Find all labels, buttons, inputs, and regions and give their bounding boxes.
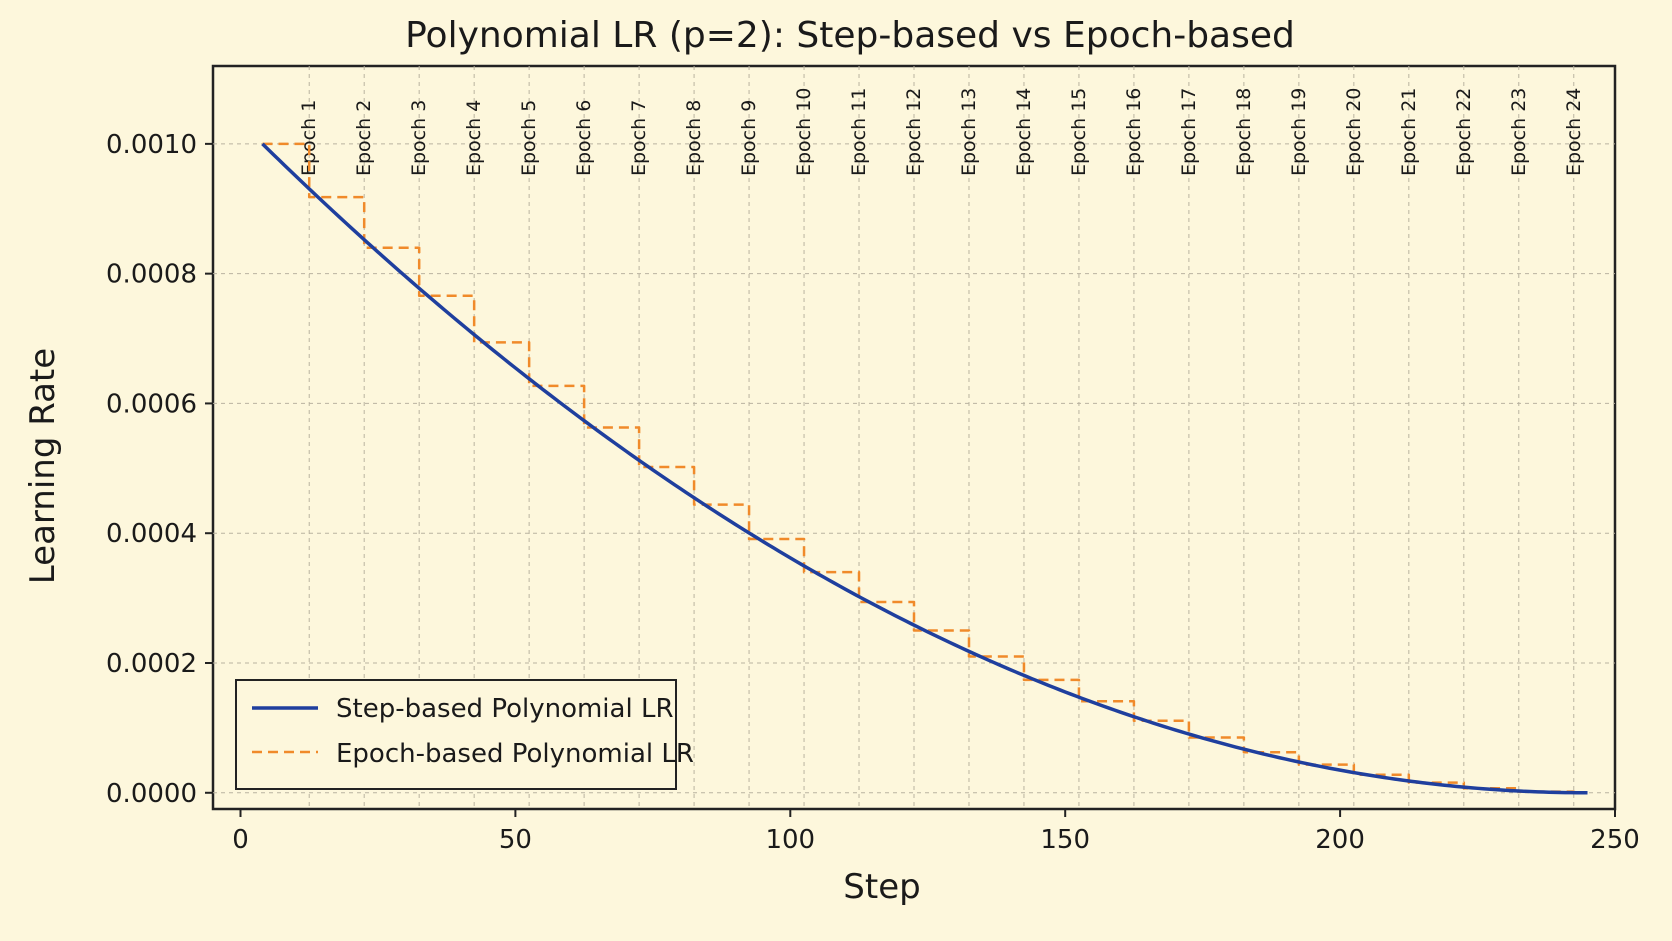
series-line-step: [261, 142, 1588, 795]
y-tick-label: 0.0000: [106, 779, 197, 809]
epoch-label: Epoch 20: [1343, 88, 1365, 176]
epoch-label: Epoch 13: [958, 88, 980, 176]
epoch-label: Epoch 17: [1178, 88, 1200, 176]
legend-label-step: Step-based Polynomial LR: [336, 694, 674, 724]
epoch-label: Epoch 4: [463, 100, 485, 176]
x-ticks: 0 50 100 150 200 250: [232, 809, 1640, 855]
epoch-label: Epoch 15: [1068, 88, 1090, 176]
x-axis-label: Step: [843, 867, 920, 907]
x-tick-label: 150: [1040, 825, 1090, 855]
epoch-label: Epoch 5: [518, 100, 540, 176]
epoch-label: Epoch 23: [1508, 88, 1530, 176]
epoch-label: Epoch 6: [573, 100, 595, 176]
epoch-label: Epoch 18: [1233, 88, 1255, 176]
epoch-label: Epoch 8: [683, 100, 705, 176]
x-tick-label: 0: [232, 825, 249, 855]
x-tick-label: 200: [1315, 825, 1365, 855]
epoch-label: Epoch 10: [793, 88, 815, 176]
y-tick-label: 0.0002: [106, 649, 197, 679]
epoch-label: Epoch 12: [903, 88, 925, 176]
chart-title: Polynomial LR (p=2): Step-based vs Epoch…: [405, 15, 1295, 56]
y-tick-label: 0.0006: [106, 389, 197, 419]
x-tick-label: 100: [765, 825, 815, 855]
series-layer: [261, 142, 1588, 795]
epoch-labels: Epoch 1 Epoch 2 Epoch 3 Epoch 4 Epoch 5 Epoch…: [298, 88, 1585, 176]
legend-label-epoch: Epoch-based Polynomial LR: [336, 739, 694, 769]
legend: Step-based Polynomial LR Epoch-based Pol…: [235, 679, 694, 790]
epoch-label: Epoch 22: [1453, 88, 1475, 176]
epoch-label: Epoch 16: [1123, 88, 1145, 176]
epoch-label: Epoch 19: [1288, 88, 1310, 176]
legend-box: [235, 679, 677, 790]
x-tick-label: 250: [1590, 825, 1640, 855]
y-ticks: 0.0000 0.0002 0.0004 0.0006 0.0008 0.0010: [106, 130, 213, 809]
y-tick-label: 0.0004: [106, 519, 197, 549]
epoch-label: Epoch 14: [1013, 88, 1035, 176]
epoch-label: Epoch 1: [298, 100, 320, 176]
epoch-label: Epoch 21: [1398, 88, 1420, 176]
y-tick-label: 0.0010: [106, 130, 197, 160]
y-tick-label: 0.0008: [106, 260, 197, 290]
y-axis-label: Learning Rate: [23, 348, 63, 584]
epoch-label: Epoch 9: [738, 100, 760, 176]
x-tick-label: 50: [499, 825, 532, 855]
epoch-label: Epoch 3: [408, 100, 430, 176]
epoch-label: Epoch 2: [353, 100, 375, 176]
epoch-label: Epoch 11: [848, 88, 870, 176]
epoch-label: Epoch 7: [628, 100, 650, 176]
epoch-label: Epoch 24: [1563, 88, 1585, 176]
